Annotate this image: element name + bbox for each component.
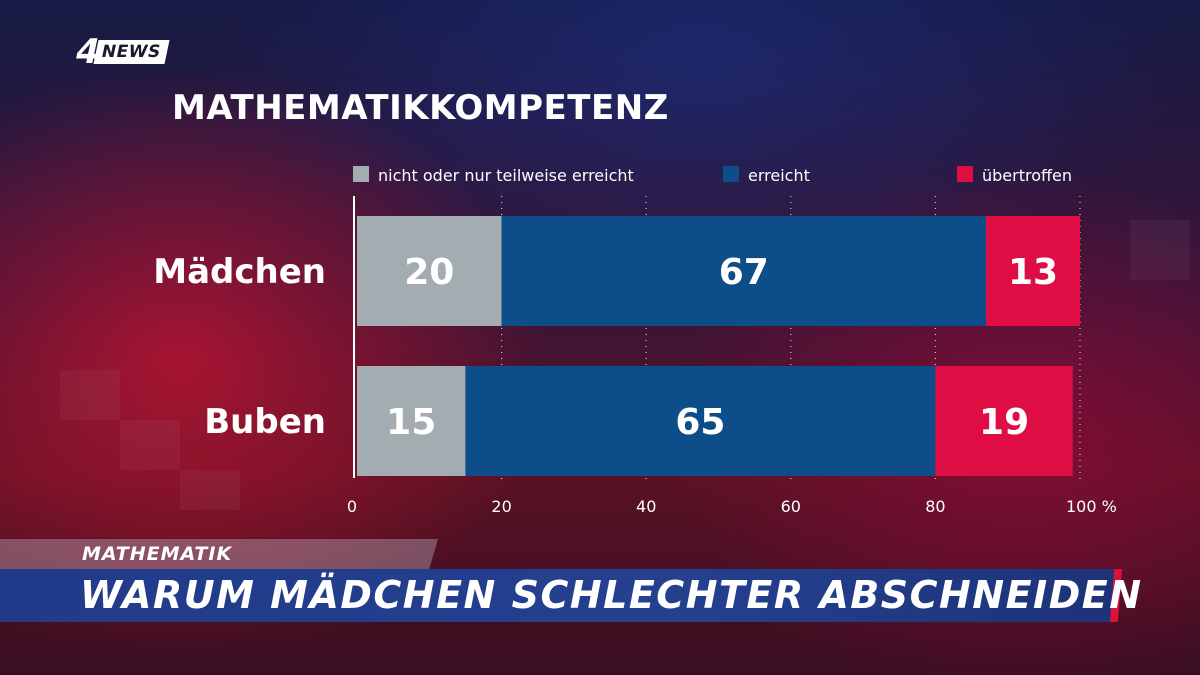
data-label: 19 (979, 402, 1029, 443)
x-tick-label: 60 (781, 497, 801, 516)
legend-label: erreicht (748, 166, 810, 185)
chart-title: MATHEMATIKKOMPETENZ (172, 88, 669, 128)
background-tile (120, 420, 180, 470)
x-tick-label: 100 % (1066, 497, 1117, 516)
data-label: 65 (675, 402, 725, 443)
x-tick-label: 40 (636, 497, 656, 516)
legend-swatch (723, 166, 739, 182)
legend-swatch (957, 166, 973, 182)
bar-segment (357, 216, 502, 326)
x-tick-label: 0 (347, 497, 357, 516)
legend-label: nicht oder nur teilweise erreicht (378, 166, 634, 185)
headline-banner (0, 569, 1122, 622)
bar-segment (465, 366, 936, 476)
data-label: 67 (719, 252, 769, 293)
data-label: 20 (404, 252, 454, 293)
x-tick-label: 20 (491, 497, 511, 516)
headline-text: WARUM MÄDCHEN SCHLECHTER ABSCHNEIDEN (80, 573, 1143, 617)
background-tile (180, 470, 240, 510)
topic-banner (0, 539, 438, 569)
x-tick-label: 80 (925, 497, 945, 516)
bar-segment (935, 366, 1073, 476)
background-tile (1130, 220, 1190, 280)
legend-swatch (353, 166, 369, 182)
legend-label: übertroffen (982, 166, 1072, 185)
data-label: 13 (1008, 252, 1058, 293)
stacked-bar-chart: nicht oder nur teilweise erreicht erreich… (153, 166, 1117, 516)
bar-segment (357, 366, 466, 476)
bar-segment (501, 216, 987, 326)
category-label: Mädchen (153, 252, 326, 292)
category-label: Buben (204, 402, 326, 442)
topic-label: MATHEMATIK (82, 543, 233, 565)
background-tile (60, 370, 120, 420)
data-label: 15 (386, 402, 436, 443)
bar-segment (986, 216, 1080, 326)
